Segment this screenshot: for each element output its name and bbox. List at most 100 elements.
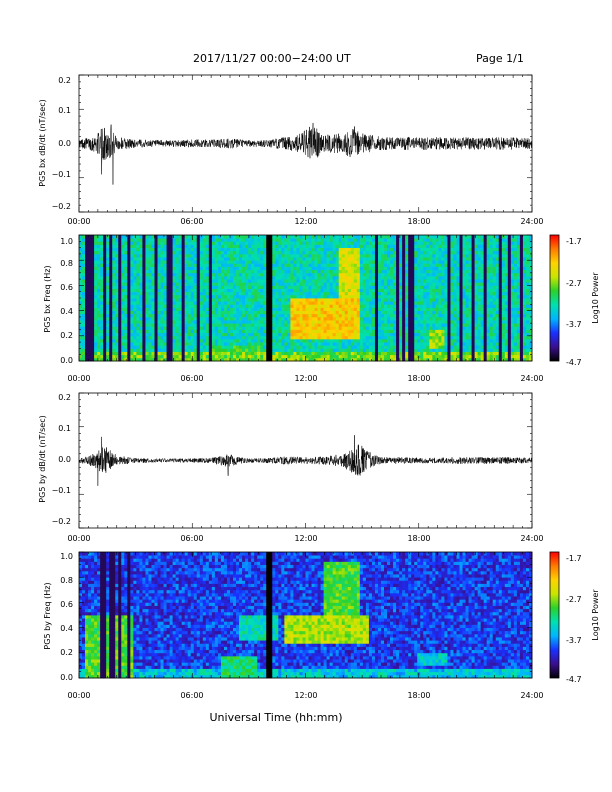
spectrogram-cell — [371, 329, 376, 334]
spectrogram-cell — [248, 253, 252, 258]
spectrogram-cell — [296, 335, 300, 340]
spectrogram-cell — [142, 272, 146, 277]
spectrogram-cell — [148, 357, 152, 362]
spectrogram-cell — [109, 348, 113, 352]
spectrogram-cell — [82, 348, 86, 352]
spectrogram-cell — [178, 345, 183, 349]
spectrogram-cell — [233, 338, 237, 343]
spectrogram-cell — [97, 304, 101, 308]
spectrogram-cell — [423, 342, 427, 346]
spectrogram-cell — [326, 279, 331, 283]
spectrogram-cell — [139, 354, 143, 359]
spectrogram-cell — [341, 238, 346, 242]
spectrogram-cell — [365, 326, 370, 330]
spectrogram-cell — [377, 285, 382, 289]
spectrogram-cell — [157, 238, 161, 242]
spectrogram-cell — [145, 332, 149, 337]
spectrogram-cell — [299, 279, 303, 283]
spectrogram-cell — [290, 348, 294, 352]
spectrogram-cell — [214, 285, 219, 289]
spectrogram-cell — [193, 345, 198, 349]
spectrogram-cell — [82, 338, 86, 343]
spectrogram-cell — [193, 354, 198, 359]
spectrogram-cell — [329, 329, 334, 334]
spectrogram-cell — [347, 238, 352, 242]
spectrogram-cell — [142, 329, 146, 334]
spectrogram-cell — [233, 301, 237, 305]
spectrogram-cell — [266, 282, 270, 286]
spectrogram-cell — [402, 320, 406, 324]
spectrogram-cell — [335, 285, 340, 289]
spectrogram-cell — [347, 253, 352, 258]
spectrogram-cell — [278, 235, 282, 239]
spectrogram-cell — [272, 335, 276, 340]
spectrogram-cell — [115, 291, 119, 296]
spectrogram-cell — [257, 316, 261, 321]
spectrogram-cell — [356, 304, 361, 308]
spectrogram-cell — [151, 238, 155, 242]
spectrogram-cell — [308, 332, 312, 337]
spectrogram-cell — [296, 310, 300, 315]
spectrogram-cell — [172, 266, 177, 271]
spectrogram-cell — [414, 326, 418, 330]
spectrogram-cell — [441, 301, 445, 305]
spectrogram-cell — [79, 332, 83, 337]
spectrogram-cell — [103, 257, 107, 261]
spectrogram-cell — [302, 263, 306, 267]
spectrogram-cell — [181, 345, 186, 349]
spectrogram-cell — [426, 332, 430, 337]
spectrogram-cell — [251, 257, 255, 261]
spectrogram-cell — [97, 342, 101, 346]
spectrogram-cell — [103, 294, 107, 299]
spectrogram-cell — [371, 335, 376, 340]
spectrogram-cell — [429, 272, 433, 277]
spectrogram-cell — [293, 291, 297, 296]
spectrogram-cell — [136, 288, 140, 293]
spectrogram-cell — [88, 316, 92, 321]
spectrogram-cell — [220, 291, 225, 296]
spectrogram-cell — [151, 320, 155, 324]
spectrogram-cell — [136, 348, 140, 352]
spectrogram-cell — [226, 354, 231, 359]
spectrogram-cell — [438, 285, 442, 289]
spectrogram-cell — [199, 345, 204, 349]
spectrogram-cell — [329, 257, 334, 261]
spectrogram-cell — [399, 272, 403, 277]
spectrogram-cell — [296, 298, 300, 302]
spectrogram-cell — [154, 272, 158, 277]
spectrogram-cell — [166, 335, 170, 340]
spectrogram-cell — [103, 316, 107, 321]
spectrogram-cell — [326, 275, 331, 280]
spectrogram-cell — [163, 338, 167, 343]
spectrogram-cell — [296, 301, 300, 305]
spectrogram-cell — [441, 304, 445, 308]
spectrogram-cell — [314, 329, 318, 334]
spectrogram-cell — [220, 342, 225, 346]
spectrogram-cell — [226, 348, 231, 352]
spectrogram-cell — [426, 294, 430, 299]
spectrogram-cell — [435, 285, 439, 289]
spectrogram-cell — [217, 332, 222, 337]
spectrogram-cell — [91, 338, 95, 343]
spectrogram-cell — [245, 263, 249, 267]
spectrogram-cell — [236, 279, 240, 283]
spectrogram-cell — [91, 329, 95, 334]
spectrogram-cell — [166, 241, 170, 245]
spectrogram-cell — [356, 285, 361, 289]
spectrogram-cell — [260, 348, 264, 352]
spectrogram-cell — [272, 298, 276, 302]
spectrogram-cell — [260, 329, 264, 334]
spectrogram-cell — [160, 338, 164, 343]
spectrogram-cell — [178, 291, 183, 296]
spectrogram-cell — [423, 244, 427, 248]
spectrogram-cell — [408, 266, 412, 271]
spectrogram-cell — [82, 238, 86, 242]
spectrogram-cell — [347, 269, 352, 274]
spectrogram-cell — [226, 307, 231, 311]
spectrogram-cell — [236, 285, 240, 289]
spectrogram-cell — [230, 294, 234, 299]
spectrogram-cell — [417, 250, 421, 255]
spectrogram-cell — [390, 279, 394, 283]
spectrogram-cell — [118, 304, 122, 308]
spectrogram-cell — [320, 335, 325, 340]
